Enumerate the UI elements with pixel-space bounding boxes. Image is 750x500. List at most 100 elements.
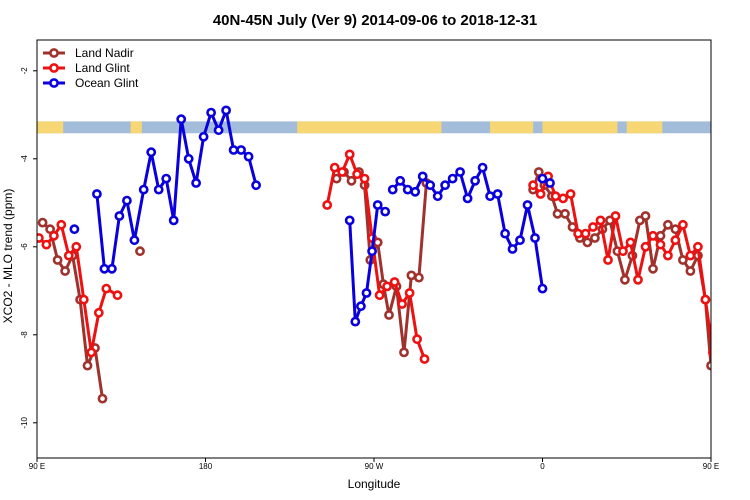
data-point bbox=[678, 255, 688, 265]
land-band-segment bbox=[490, 121, 534, 134]
legend-marker bbox=[49, 48, 59, 58]
data-point bbox=[404, 288, 415, 298]
data-point bbox=[129, 235, 140, 246]
data-point bbox=[670, 224, 681, 235]
data-point bbox=[228, 145, 239, 155]
data-point bbox=[706, 360, 711, 371]
data-point bbox=[715, 344, 722, 351]
data-point bbox=[700, 294, 711, 305]
data-point bbox=[663, 250, 673, 261]
data-point bbox=[678, 219, 688, 230]
data-point bbox=[146, 147, 157, 158]
series-line bbox=[95, 108, 258, 271]
data-point bbox=[350, 316, 361, 327]
series-land-glint bbox=[37, 149, 739, 364]
data-point bbox=[86, 347, 97, 358]
data-point bbox=[346, 175, 357, 186]
data-point bbox=[537, 173, 548, 184]
data-point bbox=[462, 193, 473, 204]
data-point bbox=[603, 255, 613, 265]
data-point bbox=[78, 294, 89, 305]
data-point bbox=[588, 222, 598, 232]
data-point bbox=[372, 200, 383, 210]
data-point bbox=[380, 206, 391, 217]
data-point bbox=[402, 184, 413, 195]
x-axis: 90 E 180 90 W 0 90 E bbox=[29, 458, 719, 471]
data-point bbox=[329, 162, 340, 173]
data-point bbox=[648, 263, 658, 274]
data-point bbox=[176, 114, 187, 125]
y-tick-label: -2 bbox=[20, 67, 29, 75]
data-point bbox=[515, 235, 525, 246]
data-point bbox=[724, 285, 731, 292]
data-point bbox=[60, 266, 70, 276]
legend-label: Ocean Glint bbox=[75, 76, 139, 90]
data-point bbox=[552, 208, 563, 219]
data-point bbox=[112, 290, 123, 301]
data-point bbox=[530, 233, 540, 243]
y-axis: -2 -4 -6 -8 -10 bbox=[20, 67, 37, 429]
data-point bbox=[49, 230, 59, 241]
data-point bbox=[183, 153, 194, 164]
data-point bbox=[537, 283, 548, 294]
data-point bbox=[213, 125, 224, 136]
data-point bbox=[648, 230, 658, 241]
data-point bbox=[732, 292, 739, 299]
data-point bbox=[361, 288, 372, 298]
y-tick-label: -6 bbox=[20, 243, 29, 251]
data-point bbox=[717, 309, 724, 316]
data-point bbox=[406, 270, 417, 281]
data-point bbox=[500, 228, 510, 239]
data-point bbox=[397, 299, 407, 309]
data-point bbox=[63, 250, 74, 261]
x-tick-label: 180 bbox=[199, 462, 213, 471]
data-point bbox=[97, 393, 108, 404]
data-point bbox=[625, 237, 636, 248]
series-ocean-glint bbox=[69, 105, 739, 327]
data-point bbox=[670, 235, 681, 246]
data-point bbox=[470, 175, 480, 186]
data-point bbox=[560, 208, 570, 219]
data-point bbox=[387, 184, 398, 195]
data-point bbox=[535, 189, 546, 199]
data-point bbox=[732, 265, 739, 272]
data-point bbox=[52, 255, 63, 265]
data-point bbox=[722, 395, 729, 402]
data-point bbox=[107, 263, 117, 274]
data-point bbox=[485, 191, 495, 202]
data-point bbox=[693, 241, 703, 252]
data-point bbox=[344, 215, 355, 226]
series-line bbox=[531, 170, 711, 368]
data-point bbox=[590, 233, 600, 243]
data-point bbox=[528, 180, 538, 191]
y-tick-label: -4 bbox=[20, 155, 29, 163]
data-point bbox=[56, 219, 67, 230]
series-line bbox=[391, 166, 544, 289]
x-tick-label: 0 bbox=[540, 462, 545, 471]
data-point bbox=[417, 171, 428, 182]
data-point bbox=[135, 246, 145, 257]
data-point bbox=[251, 180, 261, 191]
data-point bbox=[206, 107, 216, 118]
land-band-segment bbox=[130, 121, 142, 134]
data-point bbox=[455, 167, 465, 177]
y-axis-label: XCO2 - MLO trend (ppm) bbox=[1, 189, 15, 324]
data-point bbox=[413, 272, 424, 283]
data-point bbox=[399, 347, 409, 358]
y-tick-label: -8 bbox=[20, 331, 29, 339]
data-point bbox=[419, 354, 430, 364]
data-point bbox=[595, 215, 606, 226]
data-point bbox=[618, 246, 628, 257]
data-point bbox=[573, 228, 583, 239]
data-point bbox=[582, 237, 593, 248]
data-point bbox=[633, 274, 643, 285]
data-point bbox=[663, 219, 673, 230]
data-point bbox=[432, 191, 443, 202]
land-band-segment bbox=[37, 121, 64, 134]
data-point bbox=[507, 244, 518, 254]
data-point bbox=[410, 186, 421, 197]
chart-title: 40N-45N July (Ver 9) 2014-09-06 to 2018-… bbox=[213, 12, 537, 29]
data-point bbox=[580, 228, 591, 239]
land-band-segment bbox=[297, 121, 442, 134]
